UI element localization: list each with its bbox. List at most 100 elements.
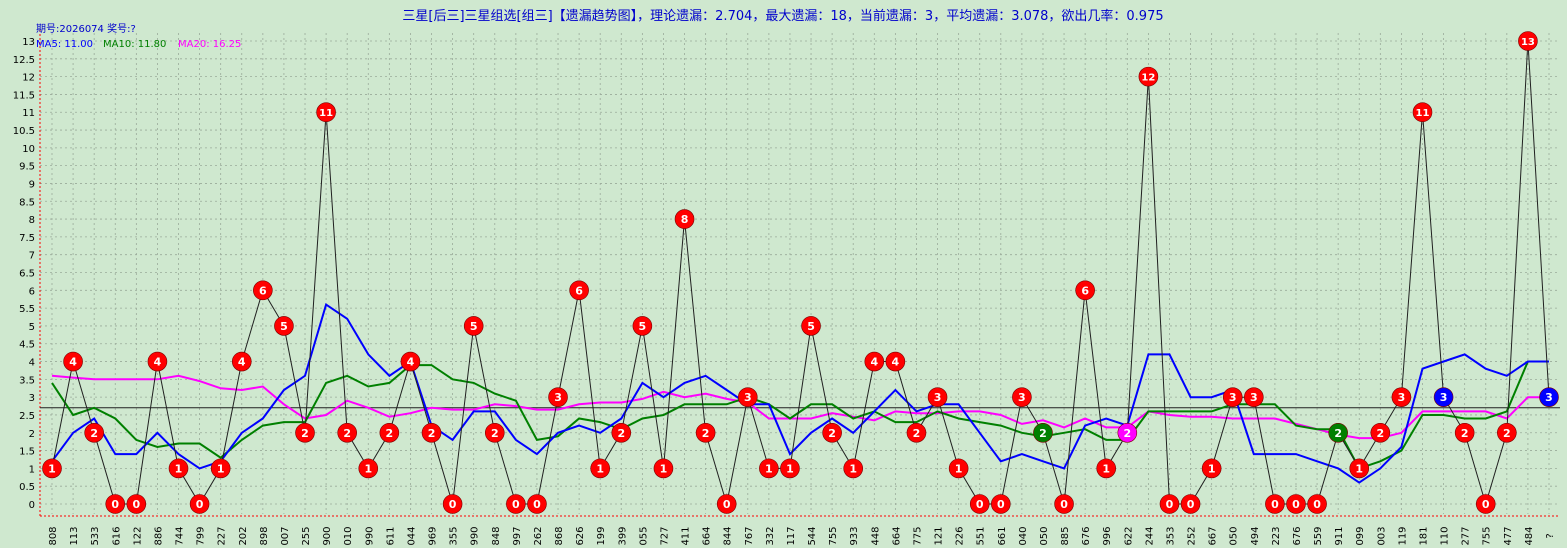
- data-point-label: 0: [1292, 498, 1300, 511]
- data-point-label: 0: [512, 498, 520, 511]
- data-point-label: 3: [1545, 391, 1553, 404]
- x-tick-label: 113: [69, 526, 80, 545]
- data-point-label: 3: [744, 391, 752, 404]
- x-tick-label: 050: [1229, 526, 1240, 545]
- x-tick-label: 911: [1334, 526, 1345, 545]
- data-point-marker: [843, 458, 864, 479]
- x-tick-label: 755: [1482, 526, 1493, 545]
- x-tick-label: 727: [659, 526, 670, 545]
- data-point-label: 8: [681, 213, 689, 226]
- data-point-label: 2: [1039, 427, 1047, 440]
- data-point-marker: [1222, 387, 1243, 407]
- x-tick-label: 611: [385, 526, 396, 545]
- x-tick-label: 898: [259, 526, 270, 545]
- data-point-label: 13: [1521, 37, 1535, 48]
- data-point-label: 1: [175, 462, 183, 475]
- data-point-marker: [316, 102, 336, 123]
- data-point-marker: [421, 422, 442, 443]
- data-point-label: 5: [280, 320, 288, 333]
- data-point-marker: [337, 422, 357, 443]
- data-point-marker: [569, 280, 589, 301]
- data-point-label: 12: [1141, 73, 1155, 84]
- x-tick-label: 055: [638, 526, 649, 545]
- x-tick-label: 533: [90, 526, 101, 545]
- x-tick-label: 990: [364, 526, 375, 545]
- data-point-marker: [506, 494, 526, 514]
- data-point-label: 1: [1102, 462, 1110, 475]
- data-point-marker: [63, 351, 83, 372]
- x-tick-label: 844: [723, 526, 734, 545]
- data-point-marker: [1475, 494, 1496, 514]
- data-point-label: 1: [660, 462, 668, 475]
- y-tick-label: 2: [29, 429, 35, 440]
- data-point-marker: [231, 351, 252, 372]
- y-tick-label: 9: [29, 179, 35, 190]
- y-tick-label: 9.5: [19, 162, 35, 173]
- x-tick-label: 661: [997, 526, 1008, 545]
- data-point-label: 1: [1208, 462, 1216, 475]
- ma20-legend: MA20: 16.25: [178, 39, 241, 50]
- y-tick-label: 8.5: [19, 197, 35, 208]
- y-tick-label: 1.5: [19, 447, 35, 458]
- x-tick-label: 122: [132, 526, 143, 545]
- x-tick-label: 755: [828, 526, 839, 545]
- x-tick-label: ?: [1545, 533, 1556, 538]
- y-tick-label: 13: [22, 37, 35, 48]
- x-tick-label: 277: [1461, 526, 1472, 545]
- y-tick-label: 1: [29, 464, 35, 475]
- y-tick-label: 6: [29, 286, 35, 297]
- x-tick-label: 010: [343, 526, 354, 545]
- data-point-marker: [1159, 494, 1180, 514]
- x-tick-label: 477: [1503, 526, 1514, 545]
- x-tick-label: 255: [301, 526, 312, 545]
- x-tick-label: 551: [976, 526, 987, 545]
- data-point-marker: [379, 422, 400, 443]
- data-point-label: 2: [428, 427, 436, 440]
- data-point-marker: [1180, 494, 1201, 514]
- ma10-legend: MA10: 11.80: [103, 39, 166, 50]
- x-tick-label: 616: [111, 526, 122, 545]
- x-tick-label: 997: [512, 526, 523, 545]
- x-tick-label: 181: [1418, 526, 1429, 545]
- data-point-label: 3: [1229, 391, 1237, 404]
- chart-title: 三星[后三]三星组选[组三]【遗漏趋势图】，理论遗漏：2.704，最大遗漏：18…: [402, 8, 1163, 24]
- x-tick-label: 996: [1102, 526, 1113, 545]
- data-point-label: 2: [702, 427, 710, 440]
- data-point-label: 0: [997, 498, 1005, 511]
- data-point-label: 3: [1250, 391, 1258, 404]
- y-tick-label: 10.5: [13, 126, 35, 137]
- x-tick-label: 559: [1313, 526, 1324, 545]
- data-point-marker: [695, 422, 716, 443]
- data-point-marker: [42, 458, 62, 479]
- data-point-marker: [1518, 31, 1538, 51]
- data-point-marker: [780, 458, 800, 479]
- y-tick-label: 4: [29, 358, 35, 369]
- data-point-marker: [737, 387, 758, 407]
- data-point-marker: [295, 422, 315, 443]
- data-point-marker: [1539, 387, 1559, 407]
- x-tick-label: 799: [196, 526, 207, 545]
- x-tick-label: 355: [449, 526, 460, 545]
- data-point-marker: [1033, 422, 1053, 443]
- data-point-marker: [527, 494, 547, 514]
- data-point-label: 4: [154, 356, 162, 369]
- data-point-marker: [822, 422, 842, 443]
- data-point-label: 2: [1334, 427, 1342, 440]
- data-point-label: 0: [196, 498, 204, 511]
- y-tick-label: 8: [29, 215, 35, 226]
- x-tick-label: 226: [955, 526, 966, 545]
- y-tick-label: 0.5: [19, 482, 35, 493]
- data-point-marker: [1054, 494, 1074, 514]
- x-tick-label: 808: [48, 526, 59, 545]
- x-tick-label: 448: [870, 526, 881, 545]
- data-point-label: 6: [1081, 284, 1089, 297]
- y-tick-label: 3: [29, 393, 35, 404]
- y-tick-label: 2.5: [19, 411, 35, 422]
- data-point-marker: [126, 494, 147, 514]
- data-point-marker: [1012, 387, 1032, 407]
- data-point-label: 1: [849, 462, 857, 475]
- data-point-label: 1: [955, 462, 963, 475]
- data-point-label: 0: [1166, 498, 1174, 511]
- data-point-marker: [674, 209, 695, 229]
